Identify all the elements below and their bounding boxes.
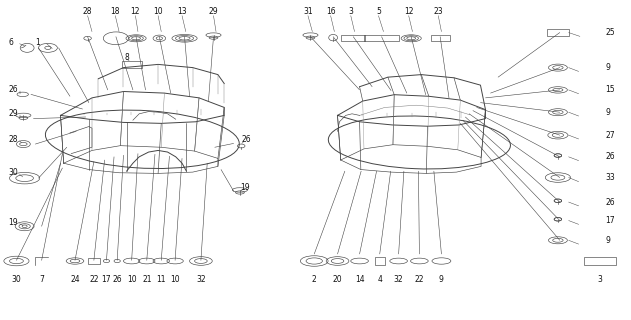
Text: 12: 12 xyxy=(404,7,413,16)
Text: 5: 5 xyxy=(376,7,381,16)
Text: 32: 32 xyxy=(196,275,206,284)
Text: 24: 24 xyxy=(70,275,80,284)
Text: 30: 30 xyxy=(11,275,21,284)
Text: 10: 10 xyxy=(170,275,180,284)
Text: 23: 23 xyxy=(433,7,443,16)
Text: 9: 9 xyxy=(605,63,610,72)
Text: 30: 30 xyxy=(8,168,18,177)
Text: 9: 9 xyxy=(439,275,444,284)
Text: 3: 3 xyxy=(348,7,353,16)
Text: 26: 26 xyxy=(605,152,615,161)
Text: 12: 12 xyxy=(131,7,140,16)
Text: 20: 20 xyxy=(333,275,343,284)
Text: 27: 27 xyxy=(605,131,615,140)
Text: 26: 26 xyxy=(112,275,122,284)
Text: 33: 33 xyxy=(605,173,615,182)
Text: 25: 25 xyxy=(605,28,615,37)
Text: 8: 8 xyxy=(124,53,129,62)
Text: 6: 6 xyxy=(8,38,13,47)
Text: 32: 32 xyxy=(394,275,403,284)
Text: 10: 10 xyxy=(153,7,163,16)
Text: 29: 29 xyxy=(8,109,18,118)
Text: 13: 13 xyxy=(177,7,187,16)
Text: 9: 9 xyxy=(605,108,610,117)
Text: 26: 26 xyxy=(8,85,18,94)
Text: 1: 1 xyxy=(35,38,40,47)
Text: 3: 3 xyxy=(598,275,603,284)
Text: 22: 22 xyxy=(415,275,424,284)
Text: 26: 26 xyxy=(242,135,251,144)
Text: 19: 19 xyxy=(8,218,18,227)
Text: 15: 15 xyxy=(605,85,615,94)
Text: 17: 17 xyxy=(605,216,615,225)
Text: 28: 28 xyxy=(8,135,18,144)
Text: 16: 16 xyxy=(326,7,336,16)
Text: 10: 10 xyxy=(127,275,136,284)
Text: 19: 19 xyxy=(240,183,250,192)
Text: 9: 9 xyxy=(605,236,610,245)
Text: 22: 22 xyxy=(89,275,98,284)
Text: 29: 29 xyxy=(209,7,218,16)
Text: 26: 26 xyxy=(605,197,615,206)
Text: 28: 28 xyxy=(83,7,92,16)
Text: 7: 7 xyxy=(39,275,44,284)
Text: 31: 31 xyxy=(303,7,313,16)
Text: 17: 17 xyxy=(102,275,111,284)
Text: 21: 21 xyxy=(142,275,151,284)
Text: 14: 14 xyxy=(355,275,364,284)
Text: 4: 4 xyxy=(377,275,382,284)
Text: 11: 11 xyxy=(156,275,166,284)
Text: 18: 18 xyxy=(110,7,120,16)
Text: 2: 2 xyxy=(312,275,317,284)
